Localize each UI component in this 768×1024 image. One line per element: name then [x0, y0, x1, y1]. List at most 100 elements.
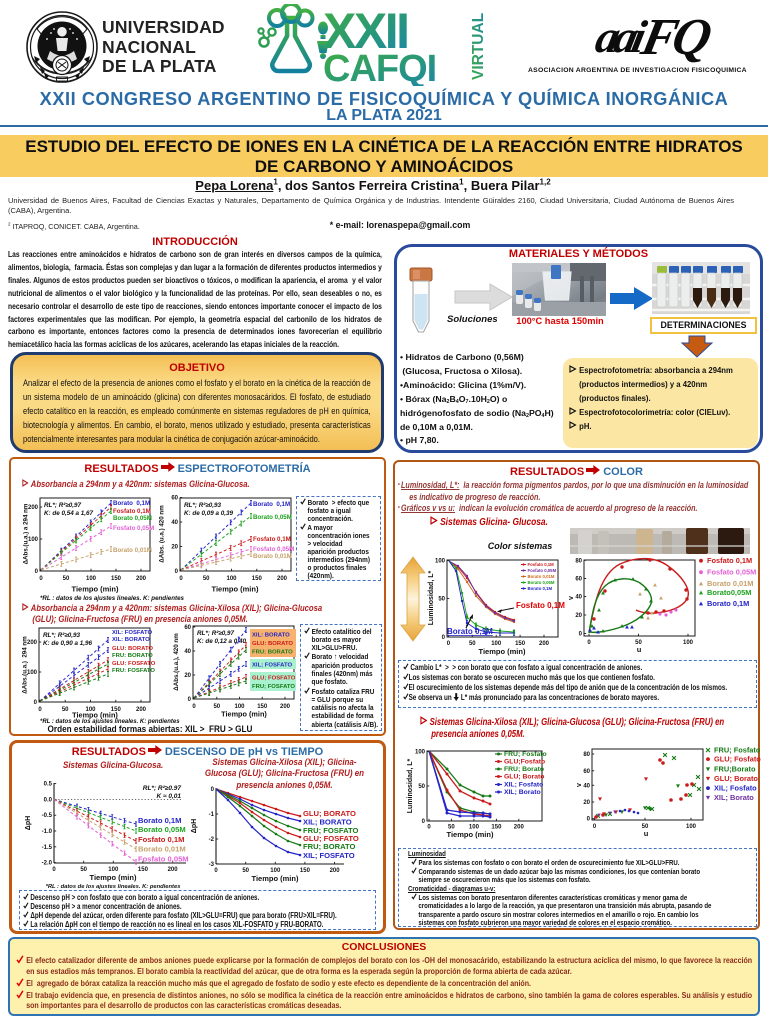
svg-text:Fosfato 0,1M: Fosfato 0,1M — [528, 562, 555, 567]
svg-text:Tiempo (min): Tiempo (min) — [72, 711, 118, 720]
svg-text:60: 60 — [583, 769, 590, 775]
svg-text:Fosfato 0,05M: Fosfato 0,05M — [138, 855, 189, 864]
svg-text:GLU; Fosfato: GLU; Fosfato — [714, 755, 761, 764]
svg-text:FRU; Fosfato: FRU; Fosfato — [714, 746, 761, 755]
svg-text:ΔAbs. (u.a.) 420 nm: ΔAbs. (u.a.) 420 nm — [159, 505, 166, 563]
svg-text:Fosfato 0,05M: Fosfato 0,05M — [113, 525, 154, 532]
svg-text:Fosfato 0,1M: Fosfato 0,1M — [138, 835, 184, 844]
svg-text:50: 50 — [642, 824, 649, 830]
svg-text:GLU; FOSFATO: GLU; FOSFATO — [303, 834, 359, 843]
svg-text:v: v — [568, 596, 575, 600]
svg-text:K: de 0,12 a 0,40: K: de 0,12 a 0,40 — [197, 638, 247, 645]
svg-text:XIL; Fosfato: XIL; Fosfato — [504, 782, 543, 789]
svg-text:0: 0 — [35, 569, 39, 575]
svg-text:40: 40 — [171, 520, 178, 526]
svg-text:XIL: BORATO: XIL: BORATO — [252, 633, 290, 639]
svg-text:K: de 0,09 a 0,39: K: de 0,09 a 0,39 — [184, 510, 234, 517]
svg-text:ΔpH: ΔpH — [25, 816, 32, 830]
svg-text:-1: -1 — [209, 812, 215, 818]
svg-text:0: 0 — [39, 576, 43, 582]
svg-text:FRU: BORATO: FRU: BORATO — [252, 650, 293, 656]
svg-text:Tiempo (min): Tiempo (min) — [479, 647, 526, 656]
svg-text:100: 100 — [415, 750, 426, 756]
svg-text:100: 100 — [27, 670, 38, 676]
svg-text:Fosfato 0,05M: Fosfato 0,05M — [253, 546, 294, 553]
svg-text:Borato 0,01M: Borato 0,01M — [707, 579, 753, 588]
svg-text:FRU; FOSFATO: FRU; FOSFATO — [303, 826, 358, 835]
svg-text:Fosfato 0,05M: Fosfato 0,05M — [528, 568, 557, 573]
svg-text:XIL; BORATO: XIL; BORATO — [303, 818, 352, 827]
svg-text:0: 0 — [52, 867, 56, 873]
svg-text:XIL; Borato: XIL; Borato — [714, 793, 754, 802]
svg-text:Tiempo (min): Tiempo (min) — [252, 874, 299, 883]
svg-text:GLU; BORATO: GLU; BORATO — [303, 809, 356, 818]
svg-text:VIRTUAL: VIRTUAL — [470, 13, 487, 80]
svg-text:20: 20 — [575, 613, 582, 619]
svg-text:FRU; Fosfato: FRU; Fosfato — [504, 751, 547, 758]
svg-text:150: 150 — [515, 641, 526, 647]
svg-text:50: 50 — [469, 641, 476, 647]
svg-text:Borato 0,05M: Borato 0,05M — [113, 515, 152, 522]
svg-text:40: 40 — [575, 595, 582, 601]
svg-text:100: 100 — [226, 576, 237, 582]
svg-text:200: 200 — [514, 825, 525, 831]
svg-text:ASOCIACION ARGENTINA DE INVEST: ASOCIACION ARGENTINA DE INVESTIGACION FI… — [528, 67, 747, 74]
svg-text:150: 150 — [111, 576, 122, 582]
svg-text:0.5: 0.5 — [44, 782, 53, 788]
svg-text:Borato 0,01M: Borato 0,01M — [528, 574, 555, 579]
svg-text:Tiempo (min): Tiempo (min) — [72, 585, 119, 594]
svg-text:Borato 0,05M: Borato 0,05M — [138, 825, 186, 834]
svg-text:Fosfato 0,05M: Fosfato 0,05M — [707, 568, 756, 577]
svg-text:K: de 0,54 a 1,67: K: de 0,54 a 1,67 — [44, 510, 94, 517]
svg-text:-0.5: -0.5 — [42, 813, 53, 819]
svg-text:FRU; FOSFATO: FRU; FOSFATO — [252, 684, 295, 690]
svg-text:u: u — [637, 645, 642, 654]
svg-text:-2: -2 — [209, 837, 215, 843]
svg-text:CAFQI: CAFQI — [323, 48, 436, 86]
svg-text:50: 50 — [635, 640, 642, 646]
svg-text:Borato 0,1M: Borato 0,1M — [447, 627, 493, 636]
svg-text:100: 100 — [683, 640, 694, 646]
svg-text:Borato 0,05M: Borato 0,05M — [528, 580, 555, 585]
svg-text:Borato 0,01M: Borato 0,01M — [253, 553, 292, 560]
svg-text:100: 100 — [686, 824, 697, 830]
svg-text:Tiempo (min): Tiempo (min) — [447, 830, 494, 839]
svg-text:50: 50 — [80, 867, 87, 873]
svg-text:0.0: 0.0 — [44, 797, 53, 803]
svg-text:XIL: BORATO: XIL: BORATO — [112, 637, 150, 643]
svg-text:FRU: BORATO: FRU: BORATO — [112, 653, 153, 659]
svg-text:GLU: BORATO: GLU: BORATO — [252, 641, 293, 647]
svg-text:150: 150 — [491, 825, 502, 831]
svg-text:60: 60 — [184, 625, 191, 631]
svg-text:0: 0 — [587, 640, 591, 646]
svg-text:40: 40 — [583, 783, 590, 789]
svg-text:FQ: FQ — [636, 12, 716, 66]
svg-text:20: 20 — [184, 673, 191, 679]
svg-text:XIL: FOSFATO: XIL: FOSFATO — [112, 630, 152, 636]
svg-text:0: 0 — [192, 704, 196, 710]
svg-text:Borato 0,01M: Borato 0,01M — [113, 547, 152, 554]
svg-text:100: 100 — [270, 868, 281, 874]
svg-text:100: 100 — [85, 707, 96, 713]
svg-text:200: 200 — [28, 505, 39, 511]
svg-text:0: 0 — [593, 824, 597, 830]
svg-text:100: 100 — [108, 867, 119, 873]
svg-text:80: 80 — [575, 558, 582, 564]
svg-text:*RL : datos de los ajustes lin: *RL : datos de los ajustes lineales. K: … — [40, 595, 185, 602]
svg-text:0: 0 — [188, 697, 192, 703]
svg-text:0: 0 — [211, 787, 215, 793]
svg-text:-1.5: -1.5 — [42, 845, 53, 851]
svg-text:Tiempo (min): Tiempo (min) — [212, 585, 259, 594]
svg-text:40: 40 — [184, 649, 191, 655]
svg-text:*RL : datos de los ajustes lin: *RL : datos de los ajustes lineales. K: … — [46, 884, 182, 890]
svg-text:50: 50 — [418, 784, 425, 790]
svg-text:200: 200 — [136, 707, 147, 713]
svg-text:RL*; R²≥0.97: RL*; R²≥0.97 — [143, 785, 182, 792]
svg-text:XXII: XXII — [323, 4, 407, 59]
svg-text:150: 150 — [257, 704, 268, 710]
svg-text:Fosfato 0,1M: Fosfato 0,1M — [253, 536, 291, 543]
svg-text:0: 0 — [214, 868, 218, 874]
svg-text:0: 0 — [38, 707, 42, 713]
svg-text:GLU; Borato: GLU; Borato — [504, 774, 544, 781]
svg-text:u: u — [644, 829, 649, 838]
